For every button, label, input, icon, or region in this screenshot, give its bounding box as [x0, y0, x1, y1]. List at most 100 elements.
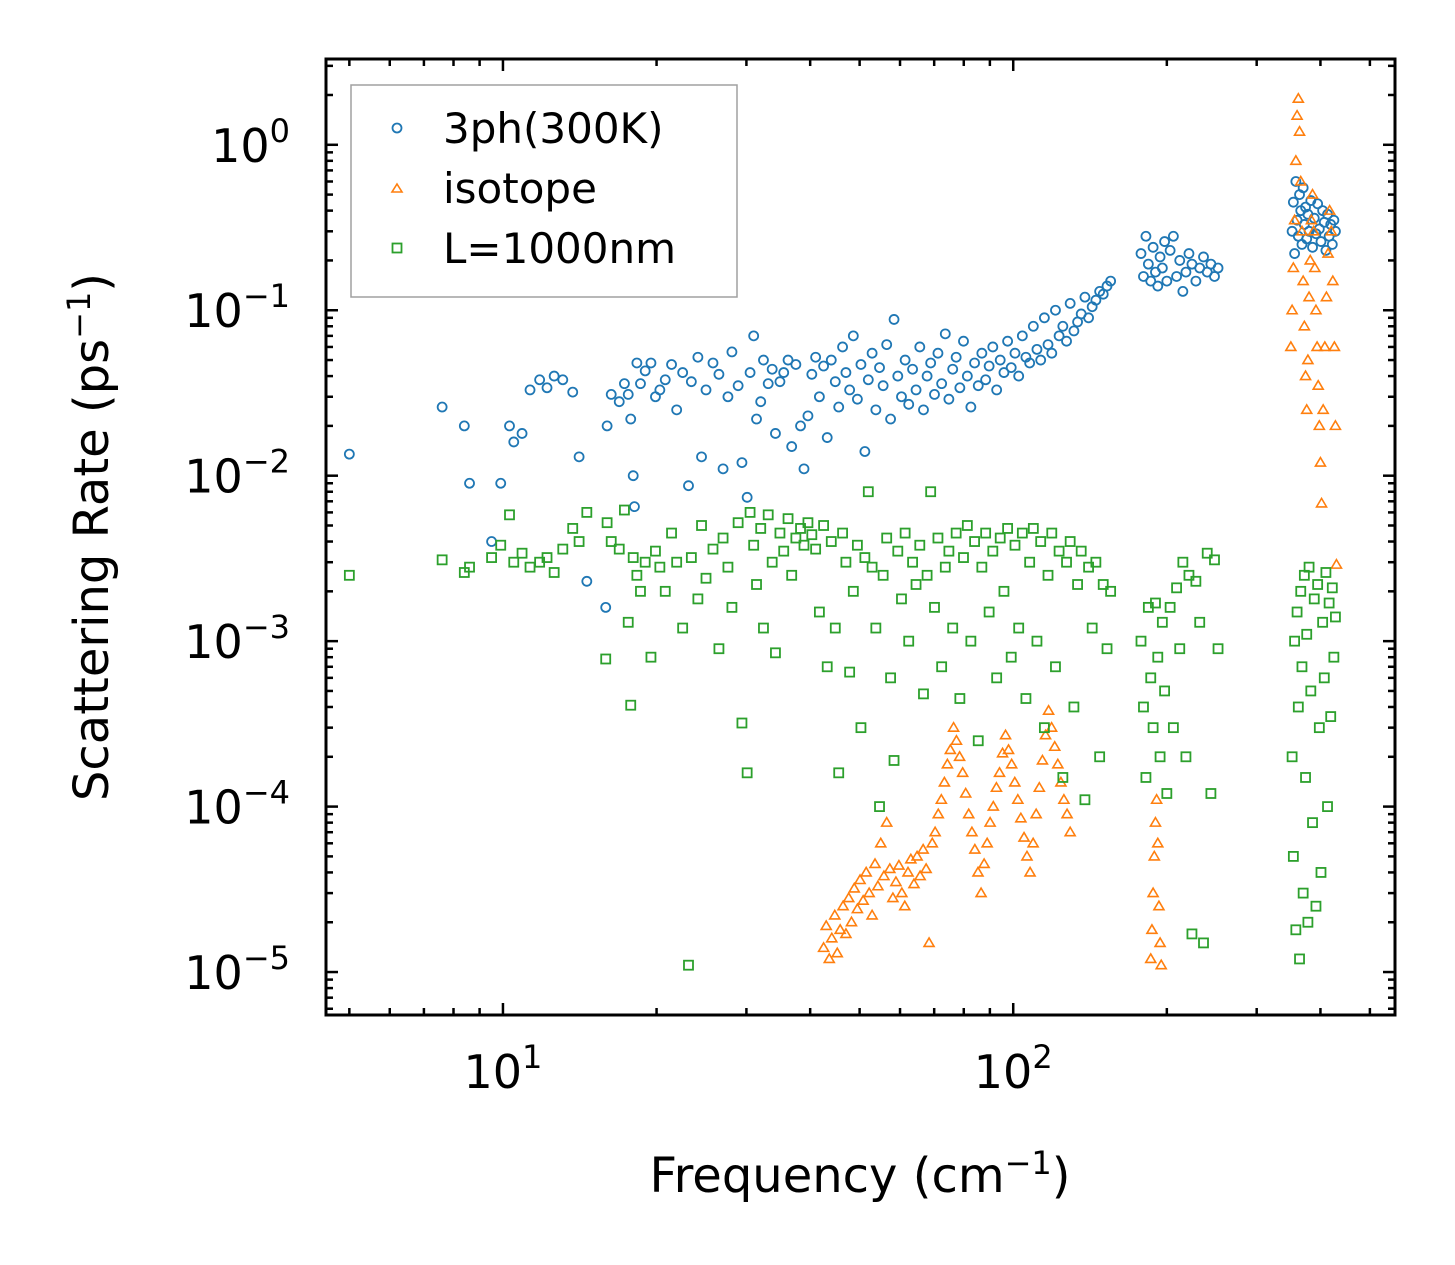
point-3ph	[1290, 176, 1302, 187]
point-isotope	[983, 816, 997, 827]
point-isotope	[971, 865, 985, 877]
y-axis-title-superscript: −1	[60, 292, 98, 339]
point-l1000nm	[943, 545, 955, 557]
point-l1000nm	[1002, 523, 1014, 534]
point-l1000nm	[903, 635, 915, 647]
point-l1000nm	[343, 569, 355, 581]
point-l1000nm	[950, 527, 962, 539]
point-3ph	[1315, 236, 1327, 247]
point-l1000nm	[1212, 643, 1224, 655]
point-3ph	[918, 404, 929, 416]
point-isotope	[1149, 816, 1162, 827]
point-3ph	[950, 351, 962, 363]
point-l1000nm	[896, 593, 907, 605]
point-3ph	[892, 370, 904, 382]
point-isotope	[1315, 496, 1328, 508]
point-l1000nm	[1161, 788, 1173, 799]
point-l1000nm	[1005, 651, 1017, 663]
point-3ph	[998, 367, 1010, 378]
point-3ph	[1105, 275, 1117, 287]
point-3ph	[847, 330, 859, 342]
point-l1000nm	[1303, 561, 1315, 573]
point-l1000nm	[741, 767, 753, 779]
y-tick-label: 10−2	[184, 443, 290, 504]
point-3ph	[1027, 320, 1039, 332]
point-l1000nm	[1013, 622, 1025, 634]
point-isotope	[1032, 781, 1046, 793]
point-3ph	[713, 368, 725, 380]
point-isotope	[1307, 224, 1321, 236]
point-l1000nm	[847, 585, 859, 597]
point-3ph	[790, 359, 802, 370]
point-3ph	[534, 374, 546, 386]
point-l1000nm	[744, 506, 756, 518]
point-isotope	[943, 743, 957, 755]
point-l1000nm	[1198, 937, 1209, 949]
series-1	[817, 92, 1343, 970]
point-isotope	[830, 946, 844, 958]
point-isotope	[959, 786, 973, 798]
point-3ph	[1161, 275, 1173, 287]
point-l1000nm	[1035, 536, 1047, 547]
point-isotope	[1294, 174, 1308, 186]
point-l1000nm	[1138, 701, 1149, 713]
point-l1000nm	[1301, 628, 1313, 640]
point-3ph	[994, 354, 1006, 366]
point-isotope	[1042, 704, 1055, 715]
point-3ph	[1035, 354, 1047, 366]
point-l1000nm	[1307, 817, 1318, 829]
point-3ph	[1061, 335, 1072, 347]
point-3ph	[567, 386, 579, 398]
point-3ph	[744, 367, 756, 378]
point-3ph	[1289, 248, 1301, 259]
point-l1000nm	[1140, 772, 1152, 783]
point-l1000nm	[1031, 635, 1043, 647]
point-l1000nm	[958, 552, 969, 563]
point-l1000nm	[1057, 772, 1069, 783]
point-isotope	[883, 862, 897, 874]
point-isotope	[1285, 303, 1299, 315]
point-isotope	[922, 936, 936, 948]
point-isotope	[962, 807, 976, 819]
point-isotope	[1008, 775, 1022, 787]
point-l1000nm	[866, 561, 878, 573]
point-l1000nm	[1038, 722, 1050, 734]
point-isotope	[974, 886, 988, 898]
point-isotope	[950, 734, 963, 746]
point-l1000nm	[855, 722, 867, 734]
point-l1000nm	[1291, 606, 1303, 618]
point-l1000nm	[464, 561, 475, 573]
point-isotope	[916, 842, 930, 854]
point-3ph	[821, 432, 833, 443]
point-isotope	[859, 865, 873, 877]
point-l1000nm	[1205, 788, 1217, 799]
point-isotope	[977, 857, 991, 869]
point-l1000nm	[1086, 622, 1098, 634]
point-l1000nm	[1167, 722, 1179, 734]
point-isotope	[1314, 456, 1327, 467]
point-l1000nm	[1053, 545, 1065, 557]
point-3ph	[1142, 258, 1154, 270]
point-isotope	[874, 836, 888, 848]
point-3ph	[726, 346, 738, 358]
point-l1000nm	[947, 622, 959, 634]
point-isotope	[850, 902, 864, 914]
legend-marker-l1000nm	[391, 242, 403, 254]
point-isotope	[925, 836, 939, 848]
point-l1000nm	[1068, 701, 1080, 713]
point-l1000nm	[1064, 536, 1076, 547]
point-l1000nm	[722, 561, 734, 573]
point-isotope	[1330, 558, 1343, 569]
point-l1000nm	[1322, 801, 1333, 812]
point-3ph	[1068, 325, 1080, 337]
point-3ph	[629, 501, 640, 513]
point-isotope	[937, 775, 951, 787]
point-isotope	[1060, 807, 1074, 819]
point-3ph	[619, 378, 630, 390]
point-l1000nm	[1317, 616, 1329, 628]
point-l1000nm	[774, 527, 786, 539]
point-l1000nm	[1201, 547, 1213, 559]
point-isotope	[928, 825, 942, 837]
point-3ph	[1177, 285, 1189, 297]
point-isotope	[996, 746, 1009, 758]
